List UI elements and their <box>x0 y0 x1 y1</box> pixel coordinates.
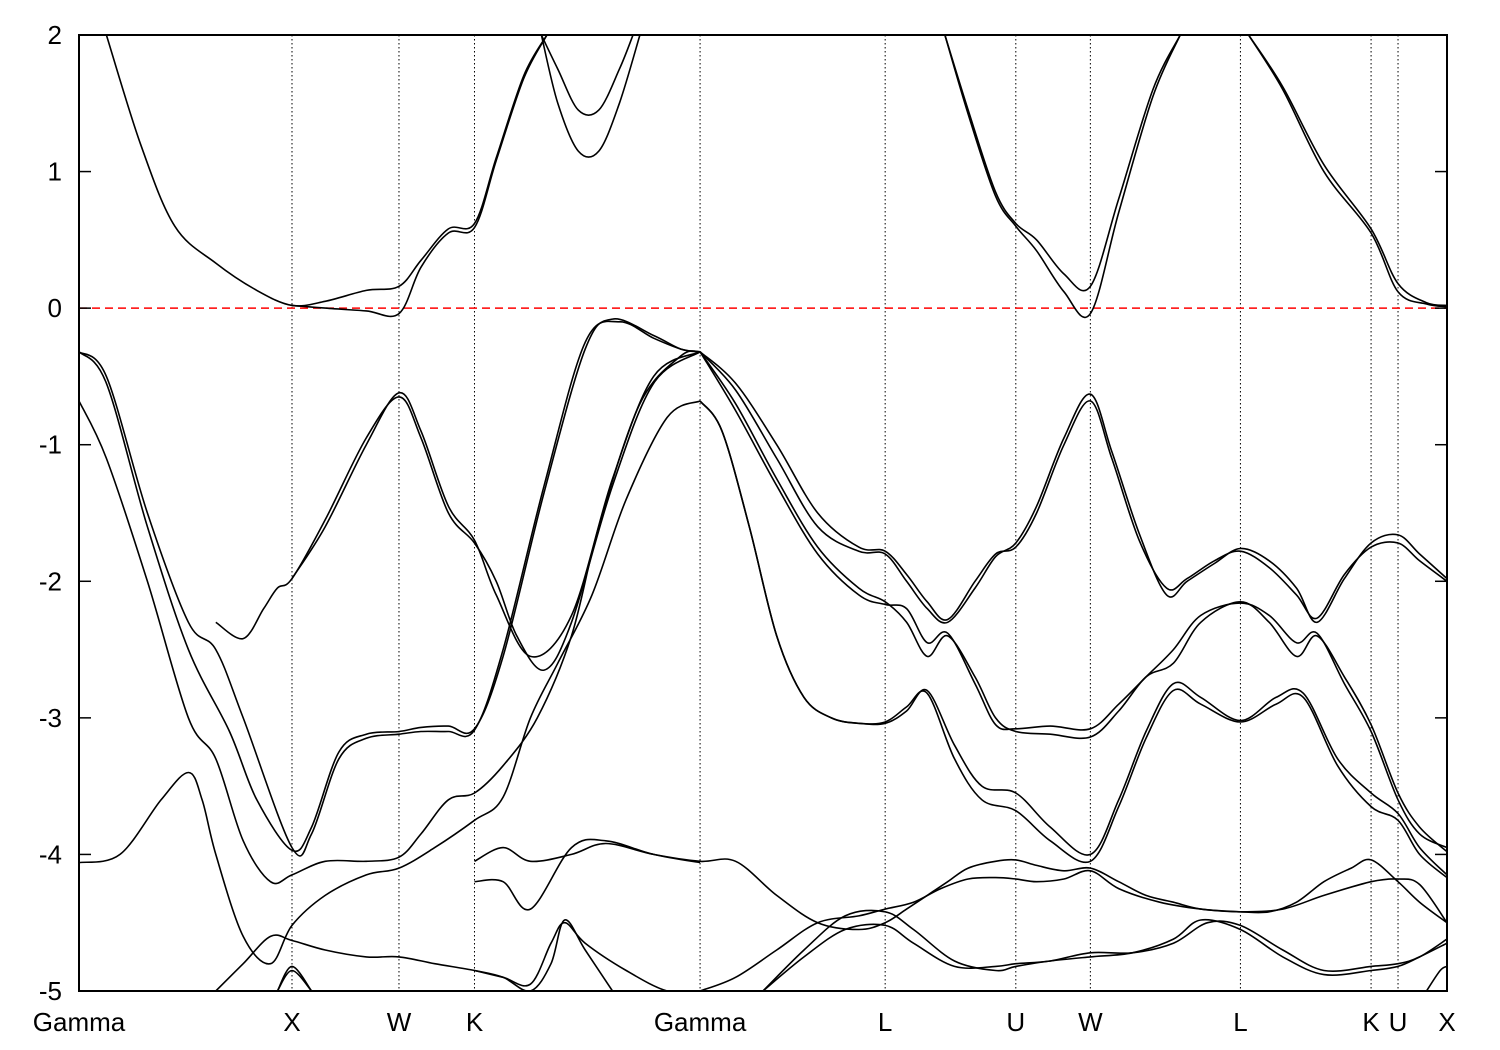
band-line <box>474 921 701 991</box>
band-line <box>79 350 701 885</box>
band-line <box>944 35 1181 292</box>
band-line <box>79 318 701 853</box>
band-line <box>699 869 1447 991</box>
x-tick-label: K <box>466 1007 484 1037</box>
x-tick-label: L <box>1233 1007 1247 1037</box>
band-line <box>1425 965 1447 991</box>
band-line <box>699 400 1447 876</box>
x-tick-label: U <box>1389 1007 1408 1037</box>
band-line <box>291 351 701 658</box>
band-line <box>699 351 1447 853</box>
x-tick-label: X <box>1438 1007 1455 1037</box>
plot-frame <box>78 34 1448 992</box>
kpoint-gridlines <box>291 35 1399 991</box>
x-tick-label: X <box>283 1007 300 1037</box>
band-line <box>699 400 1447 879</box>
axis-ticks <box>79 34 1447 992</box>
x-tick-label: K <box>1362 1007 1380 1037</box>
band-line <box>79 400 701 965</box>
y-tick-label: -3 <box>39 703 62 733</box>
x-tick-label: W <box>387 1007 412 1037</box>
band-line <box>762 909 1447 991</box>
y-tick-label: 0 <box>48 293 62 323</box>
y-tick-label: 2 <box>48 20 62 50</box>
band-line <box>699 351 1447 621</box>
band-line <box>699 351 1447 849</box>
x-tick-label: U <box>1006 1007 1025 1037</box>
band-line <box>105 35 548 307</box>
x-tick-labels: Gamma X W K Gamma L U W L K U X <box>33 1007 1456 1037</box>
band-line <box>540 35 641 158</box>
band-line <box>540 35 634 116</box>
band-line <box>79 320 701 857</box>
x-tick-label: Gamma <box>654 1007 747 1037</box>
band-line <box>944 35 1181 319</box>
band-line <box>1247 35 1447 307</box>
band-line <box>276 965 313 991</box>
band-lines <box>79 35 1447 991</box>
band-line <box>215 351 701 671</box>
band-line <box>291 35 548 318</box>
y-tick-label: -1 <box>39 430 62 460</box>
y-tick-label: -2 <box>39 566 62 596</box>
band-line <box>1247 35 1447 308</box>
band-line <box>474 842 1447 931</box>
y-tick-labels: 2 1 0 -1 -2 -3 -4 -5 <box>39 20 62 1006</box>
band-line <box>762 920 1447 991</box>
y-tick-label: -5 <box>39 976 62 1006</box>
y-tick-label: 1 <box>48 157 62 187</box>
band-line <box>474 838 701 911</box>
x-tick-label: W <box>1078 1007 1103 1037</box>
band-line <box>276 969 313 991</box>
y-tick-label: -4 <box>39 839 62 869</box>
band-line <box>215 919 614 991</box>
band-line <box>699 351 1447 624</box>
x-tick-label: Gamma <box>33 1007 126 1037</box>
x-tick-label: L <box>878 1007 892 1037</box>
